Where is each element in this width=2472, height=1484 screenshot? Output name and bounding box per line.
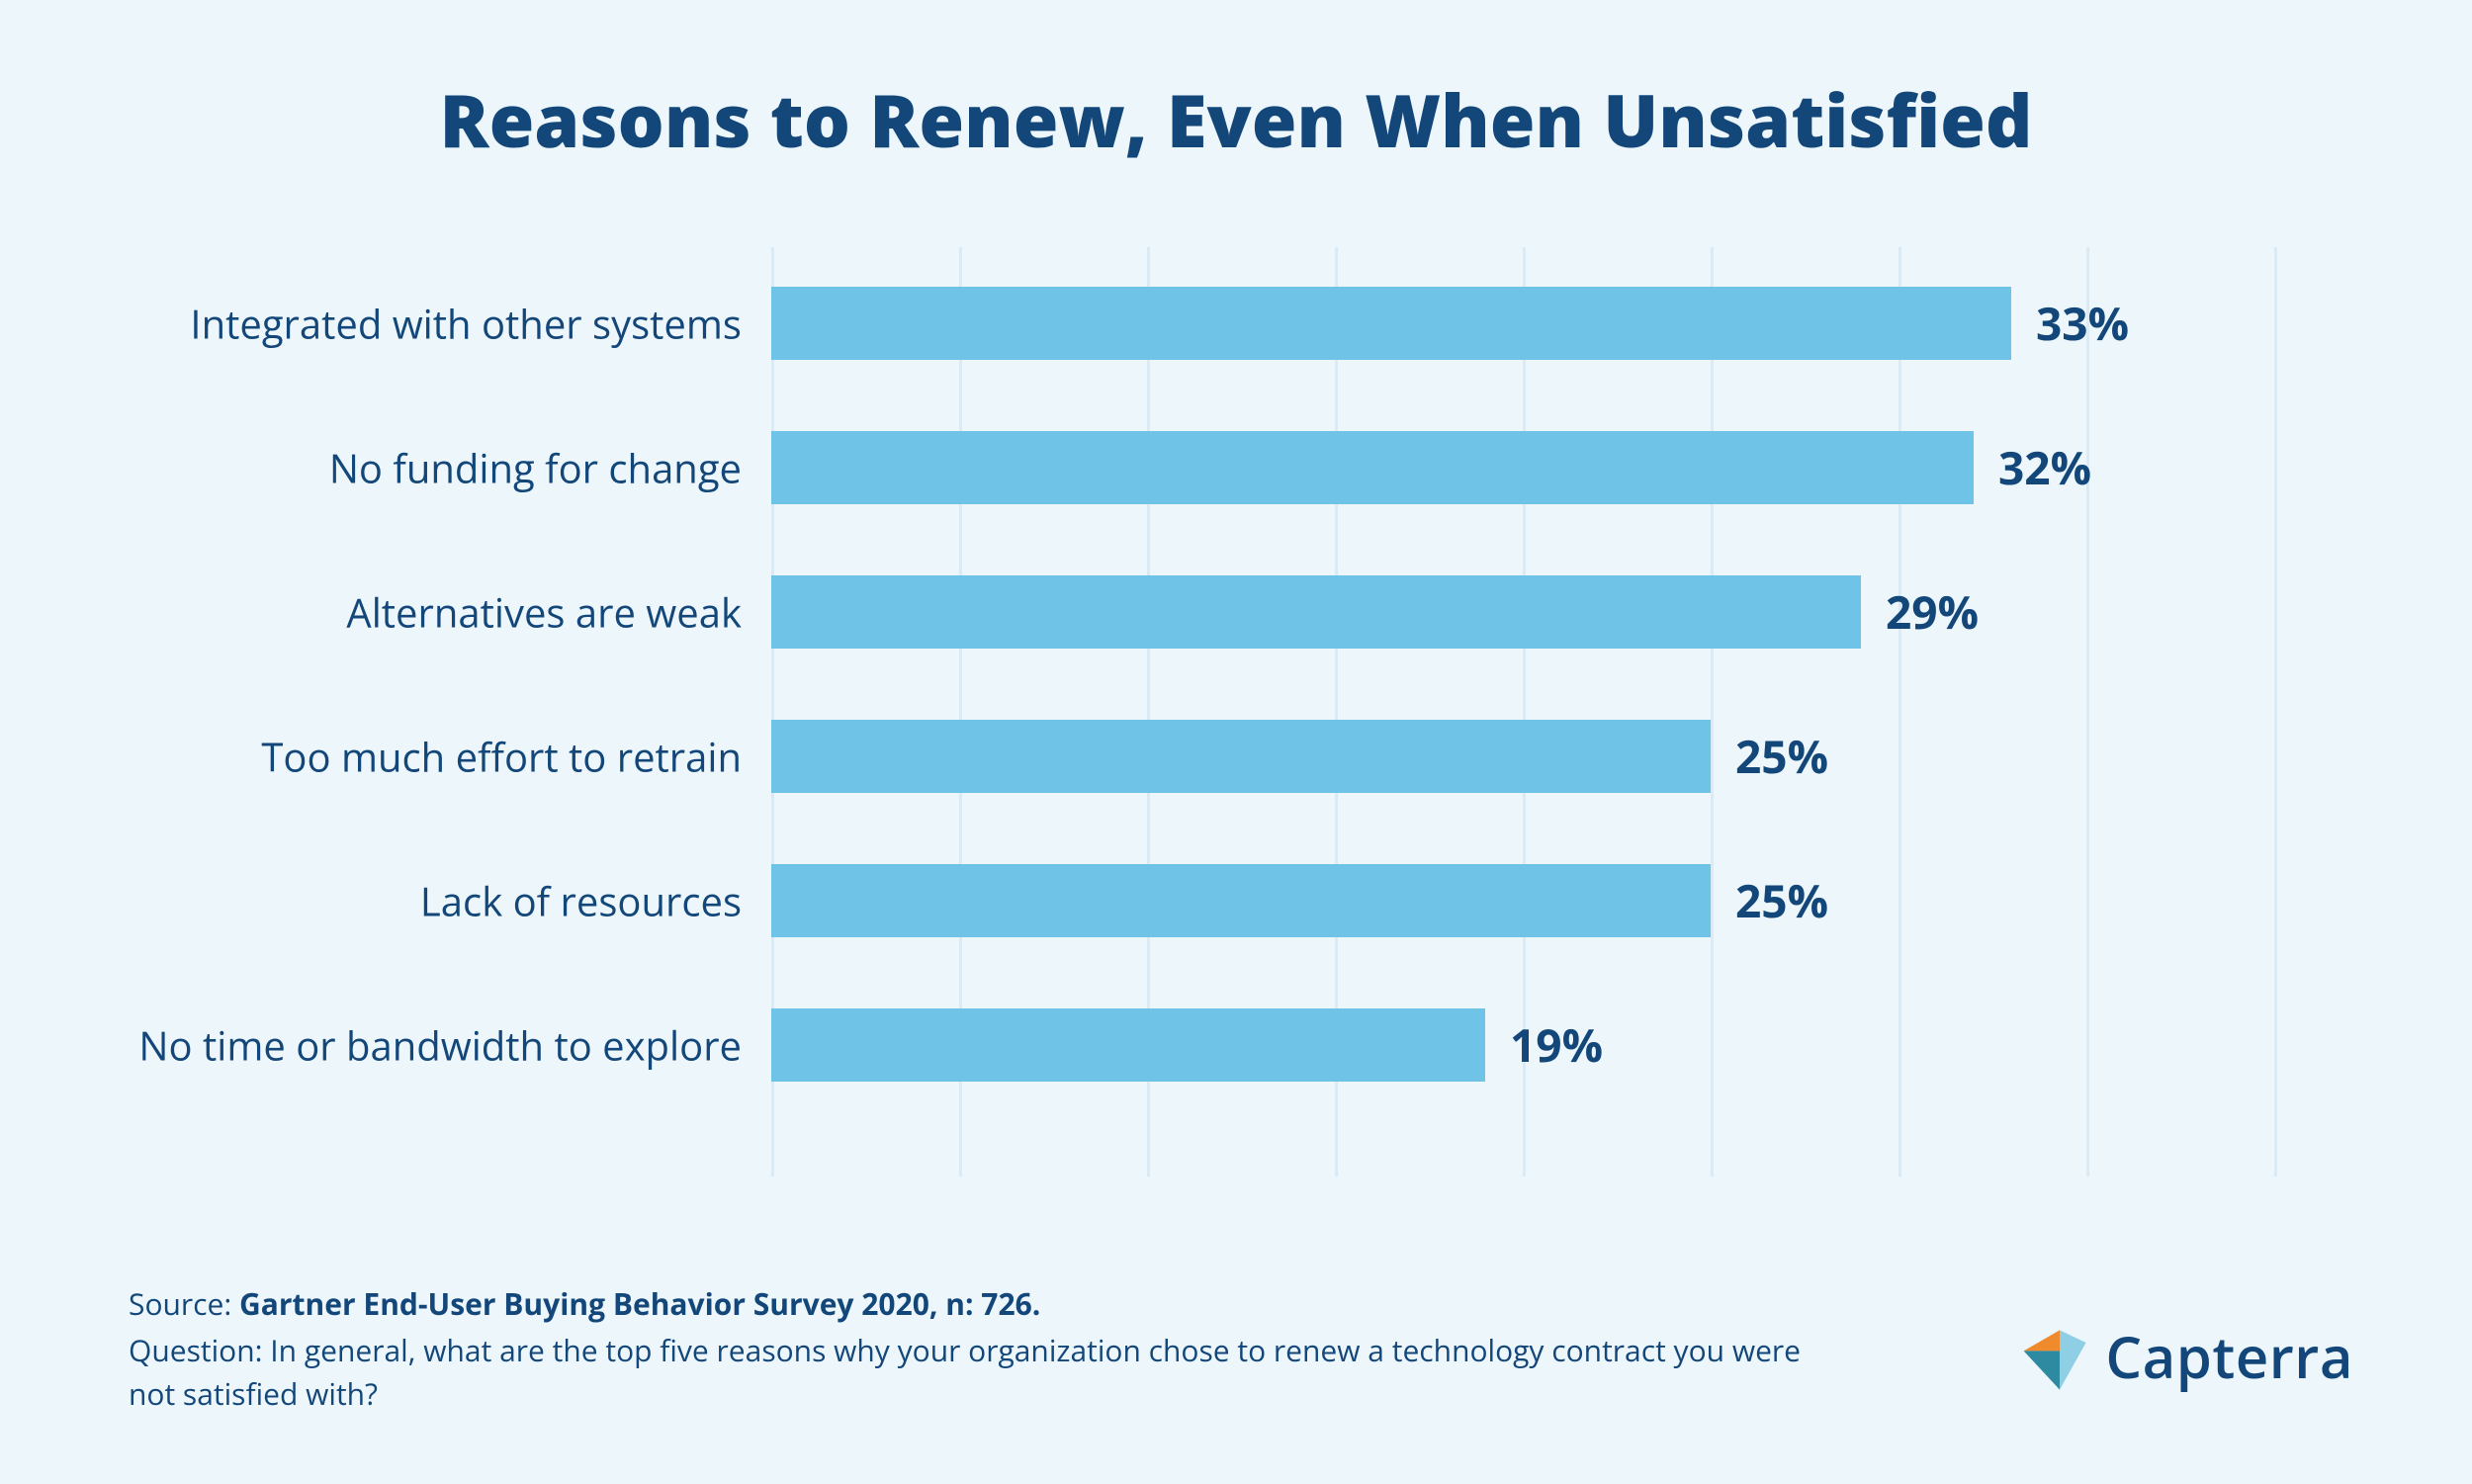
capterra-logo-icon — [2018, 1322, 2087, 1391]
bar: 25% — [771, 720, 1711, 793]
capterra-logo-text: Capterra — [2105, 1317, 2353, 1395]
bar: 19% — [771, 1008, 1485, 1082]
bar: 32% — [771, 431, 1974, 504]
source-line: Source: Gartner End-User Buying Behavior… — [129, 1282, 1810, 1326]
category-label: Integrated with other systems — [190, 297, 742, 351]
bar-row: No funding for change32% — [771, 431, 2274, 504]
chart-title: Reasons to Renew, Even When Unsatisfied — [0, 69, 2472, 169]
grid-line — [2274, 247, 2277, 1177]
bar-row: Too much effort to retrain25% — [771, 720, 2274, 793]
bar: 29% — [771, 575, 1861, 649]
bar: 25% — [771, 864, 1711, 937]
category-label: Too much effort to retrain — [261, 730, 742, 784]
value-label: 29% — [1886, 581, 1979, 643]
bar-chart: Integrated with other systems33% No fundi… — [198, 247, 2274, 1177]
source-bold: Gartner End-User Buying Behavior Survey … — [239, 1283, 1040, 1324]
bar: 33% — [771, 287, 2011, 360]
value-label: 19% — [1510, 1014, 1603, 1076]
capterra-logo: Capterra — [2018, 1317, 2353, 1395]
plot-area: Integrated with other systems33% No fundi… — [771, 247, 2274, 1177]
category-label: No time or bandwidth to explore — [138, 1018, 742, 1073]
question-line: Question: In general, what are the top f… — [129, 1329, 1810, 1415]
category-label: Lack of resources — [420, 874, 742, 928]
category-label: Alternatives are weak — [346, 585, 742, 640]
bar-row: Lack of resources25% — [771, 864, 2274, 937]
bar-row: No time or bandwidth to explore19% — [771, 1008, 2274, 1082]
value-label: 25% — [1735, 726, 1828, 787]
value-label: 33% — [2036, 293, 2129, 354]
bar-row: Integrated with other systems33% — [771, 287, 2274, 360]
source-prefix: Source: — [129, 1283, 239, 1324]
value-label: 32% — [1998, 437, 2091, 498]
value-label: 25% — [1735, 870, 1828, 931]
footer: Source: Gartner End-User Buying Behavior… — [129, 1282, 1810, 1416]
bar-row: Alternatives are weak29% — [771, 575, 2274, 649]
category-label: No funding for change — [329, 441, 742, 495]
